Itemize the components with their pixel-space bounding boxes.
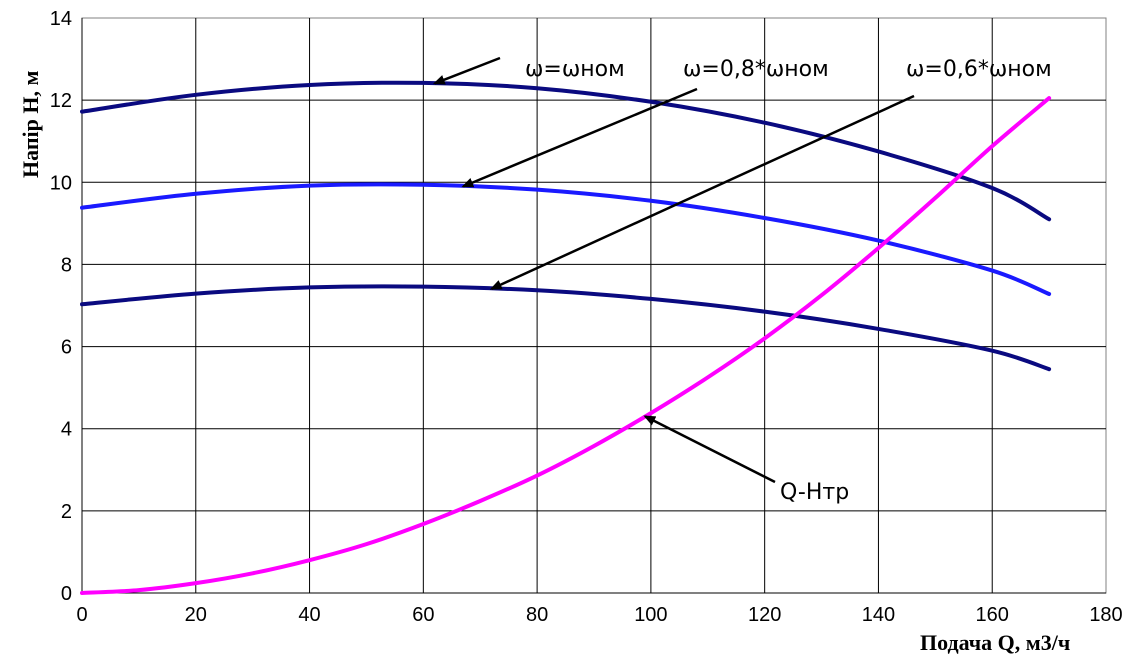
x-tick-label: 0: [76, 604, 87, 626]
x-tick-label: 100: [634, 604, 667, 626]
x-tick-label: 60: [412, 604, 434, 626]
annotation-arrows: [432, 56, 915, 484]
y-tick-label: 10: [50, 172, 72, 194]
y-tick-label: 0: [61, 583, 72, 605]
x-tick-label: 140: [862, 604, 895, 626]
series-line-2: [80, 284, 1052, 372]
y-tick-label: 2: [61, 501, 72, 523]
y-tick-label: 12: [50, 90, 72, 112]
x-tick-label: 160: [976, 604, 1009, 626]
annotation-label-nominal: ω=ωном: [525, 57, 625, 82]
annotation-arrow: [643, 415, 776, 484]
y-tick-label: 6: [61, 337, 72, 359]
series-line-1: [80, 182, 1052, 296]
x-axis-title: Подача Q, м3/ч: [920, 630, 1070, 655]
tick-labels: 0 20 40 60 80 100 120 140 160 180 0 2 4 6 8 10 12 14: [50, 8, 1123, 626]
x-tick-label: 80: [526, 604, 548, 626]
annotation-arrow: [489, 94, 915, 290]
annotation-arrow: [432, 56, 501, 85]
annotation-label-system-curve: Q-Нтр: [780, 480, 849, 505]
annotation-label-0-8: ω=0,8*ωном: [683, 57, 829, 82]
x-tick-label: 40: [298, 604, 320, 626]
annotation-arrow: [461, 87, 698, 188]
annotation-label-0-6: ω=0,6*ωном: [906, 57, 1052, 82]
grid: [81, 18, 1106, 594]
x-tick-label: 20: [185, 604, 207, 626]
x-tick-label: 120: [748, 604, 781, 626]
series-group: [80, 80, 1052, 595]
y-tick-label: 8: [61, 254, 72, 276]
plot-frame: [81, 17, 1107, 594]
y-tick-label: 14: [50, 8, 72, 30]
x-tick-label: 180: [1089, 604, 1122, 626]
y-axis-title: Напір Н, м: [18, 71, 43, 178]
y-tick-label: 4: [61, 419, 72, 441]
series-line-0: [80, 80, 1052, 222]
series-line-3: [80, 96, 1052, 595]
